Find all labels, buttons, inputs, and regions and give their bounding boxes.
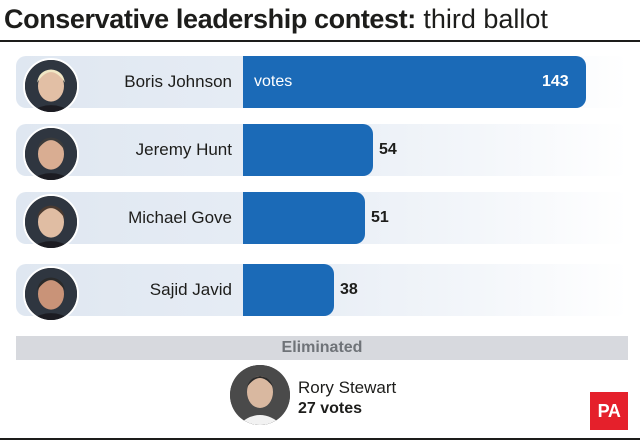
vote-bar: [243, 192, 365, 244]
title-main: Conservative leadership contest:: [4, 4, 416, 34]
vote-bar: [243, 264, 334, 316]
title-sub: third ballot: [415, 4, 548, 34]
vote-bar: [243, 124, 373, 176]
title-divider: [0, 40, 640, 42]
vote-count-label: 143: [542, 73, 569, 90]
eliminated-candidate-votes: 27 votes: [298, 400, 363, 417]
vote-count-label: 51: [371, 209, 389, 226]
vote-count-label: 54: [379, 141, 397, 158]
eliminated-heading: Eliminated: [16, 336, 628, 360]
vote-bar: votes: [243, 56, 586, 108]
pa-logo: PA: [590, 392, 628, 430]
eliminated-candidate-photo: [230, 365, 290, 425]
eliminated-candidate-name: Rory Stewart: [298, 378, 397, 397]
candidate-photo: [23, 126, 79, 182]
candidate-photo: [23, 194, 79, 250]
candidate-row: Jeremy Hunt 54: [16, 124, 628, 182]
candidate-name: Boris Johnson: [124, 72, 232, 91]
page-title: Conservative leadership contest: third b…: [4, 2, 548, 36]
candidate-name: Michael Gove: [128, 208, 232, 227]
candidate-row: Boris Johnson votes 143: [16, 56, 628, 114]
candidate-row: Sajid Javid 38: [16, 264, 628, 322]
candidate-row: Michael Gove 51: [16, 192, 628, 250]
votes-unit-label: votes: [254, 73, 293, 90]
candidate-name: Sajid Javid: [149, 280, 232, 299]
candidate-name: Jeremy Hunt: [135, 140, 232, 159]
vote-count-label: 38: [340, 281, 358, 298]
candidate-photo: [23, 58, 79, 114]
candidate-photo: [23, 266, 79, 322]
bottom-divider: [0, 438, 640, 440]
